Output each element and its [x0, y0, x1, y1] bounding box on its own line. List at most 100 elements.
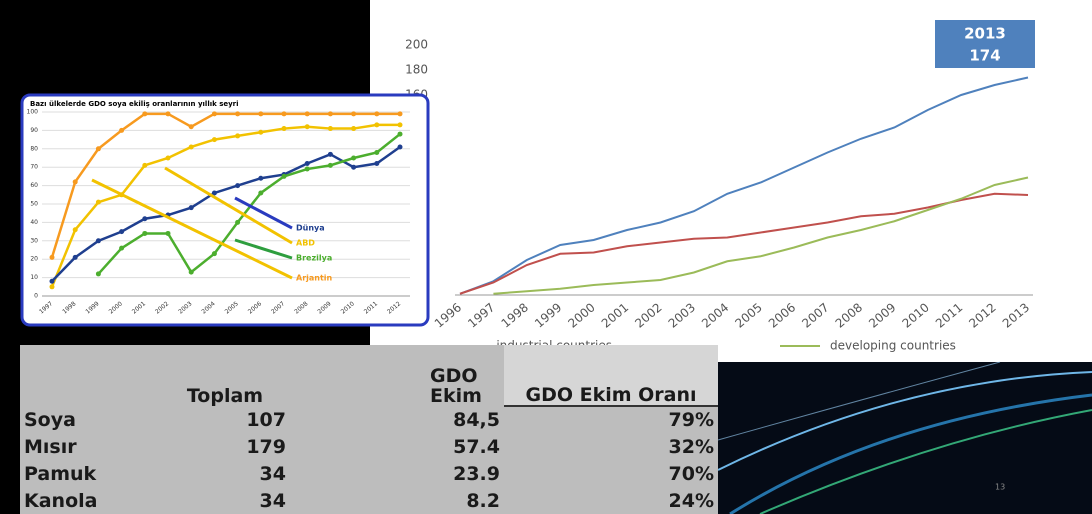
- y-tick-label: 10: [30, 274, 38, 281]
- badge-value: 174: [969, 47, 1000, 65]
- header-cell: GDO Ekim: [290, 345, 504, 406]
- y-tick-label: 200: [405, 38, 428, 52]
- cell: 57.4: [290, 434, 504, 461]
- point: [166, 156, 171, 161]
- left-chart-frame: [22, 95, 428, 325]
- legend-label: Brezilya: [296, 254, 332, 263]
- point: [50, 255, 55, 260]
- point: [374, 161, 379, 166]
- cell: 23.9: [290, 460, 504, 487]
- point: [73, 227, 78, 232]
- header-cell: Toplam: [160, 345, 290, 406]
- point: [96, 200, 101, 205]
- point: [189, 124, 194, 129]
- point: [282, 111, 287, 116]
- cell: 179: [160, 434, 290, 461]
- point: [142, 216, 147, 221]
- legend-label: developing countries: [830, 339, 956, 353]
- point: [328, 152, 333, 157]
- point: [96, 238, 101, 243]
- point: [351, 156, 356, 161]
- point: [50, 284, 55, 289]
- point: [328, 163, 333, 168]
- cell: 24%: [504, 487, 718, 514]
- point: [398, 144, 403, 149]
- point: [50, 279, 55, 284]
- point: [305, 167, 310, 172]
- y-tick-label: 20: [30, 256, 38, 263]
- point: [374, 111, 379, 116]
- point: [73, 255, 78, 260]
- y-tick-label: 0: [34, 293, 38, 300]
- point: [212, 111, 217, 116]
- point: [258, 190, 263, 195]
- row-label: Kanola: [20, 487, 160, 514]
- point: [212, 251, 217, 256]
- decorative-image: 13: [718, 362, 1092, 514]
- legend-label: Arjantin: [296, 274, 333, 283]
- point: [235, 133, 240, 138]
- row-label: Soya: [20, 406, 160, 434]
- point: [235, 220, 240, 225]
- row-label: Pamuk: [20, 460, 160, 487]
- row-label: Mısır: [20, 434, 160, 461]
- point: [189, 205, 194, 210]
- point: [328, 126, 333, 131]
- page-number: 13: [995, 483, 1005, 492]
- cell: 70%: [504, 460, 718, 487]
- point: [235, 183, 240, 188]
- point: [212, 137, 217, 142]
- y-tick-label: 80: [30, 145, 38, 152]
- point: [119, 246, 124, 251]
- point: [305, 111, 310, 116]
- point: [282, 126, 287, 131]
- point: [73, 179, 78, 184]
- y-tick-label: 60: [30, 182, 38, 189]
- point: [351, 111, 356, 116]
- cell: 34: [160, 487, 290, 514]
- cell: 79%: [504, 406, 718, 434]
- image-bg: [718, 362, 1092, 514]
- point: [166, 231, 171, 236]
- left-chart-title: Bazı ülkelerde GDO soya ekiliş oranların…: [30, 100, 239, 108]
- y-tick-label: 100: [27, 109, 39, 116]
- point: [374, 122, 379, 127]
- point: [235, 111, 240, 116]
- y-tick-label: 30: [30, 237, 38, 244]
- point: [166, 111, 171, 116]
- y-tick-label: 70: [30, 164, 38, 171]
- point: [305, 124, 310, 129]
- point: [189, 270, 194, 275]
- legend-label: ABD: [296, 239, 315, 248]
- cell: 107: [160, 406, 290, 434]
- header-cell: GDO Ekim Oranı: [504, 345, 718, 406]
- point: [398, 111, 403, 116]
- point: [398, 132, 403, 137]
- point: [351, 165, 356, 170]
- y-tick-label: 50: [30, 201, 38, 208]
- legend-label: Dünya: [296, 224, 325, 233]
- point: [142, 231, 147, 236]
- y-tick-label: 180: [405, 63, 428, 77]
- cell: 8.2: [290, 487, 504, 514]
- point: [96, 271, 101, 276]
- cell: 34: [160, 460, 290, 487]
- y-tick-label: 90: [30, 127, 38, 134]
- y-tick-label: 40: [30, 219, 38, 226]
- point: [142, 111, 147, 116]
- point: [189, 144, 194, 149]
- badge-year: 2013: [964, 25, 1006, 43]
- header-cell: [20, 345, 160, 406]
- point: [258, 176, 263, 181]
- point: [96, 146, 101, 151]
- point: [258, 130, 263, 135]
- point: [328, 111, 333, 116]
- point: [282, 174, 287, 179]
- cell: 32%: [504, 434, 718, 461]
- page: 0204060801001201401601802001996199719981…: [0, 0, 1092, 514]
